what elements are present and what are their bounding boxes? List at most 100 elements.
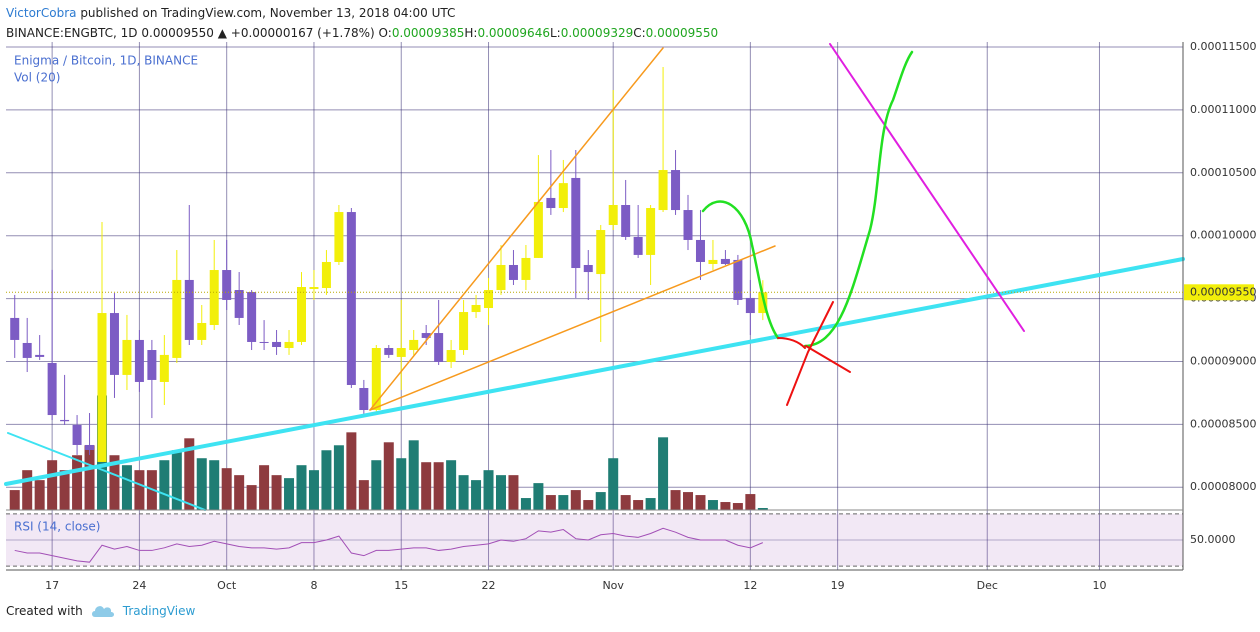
rsi-tick-label: 50.0000 (1190, 533, 1236, 546)
candle-body (745, 297, 755, 314)
candle-body (85, 444, 95, 451)
candle-body (334, 212, 344, 262)
volume-bar (595, 492, 606, 510)
volume-bar (271, 475, 282, 510)
x-tick-label: Dec (977, 579, 998, 592)
ohlc: O:0.00009385H:0.00009646L:0.00009329C:0.… (379, 26, 719, 40)
candle-body (109, 313, 119, 375)
ohlc-key: H: (464, 26, 478, 40)
candle-body (10, 317, 20, 340)
ohlc-key: C: (633, 26, 646, 40)
candle-body (496, 264, 506, 291)
candle-body (608, 205, 618, 225)
resistance-line (829, 43, 1025, 332)
trend-line (7, 432, 206, 511)
quote-line: BINANCE:ENGBTC, 1D 0.00009550 ▲ +0.00000… (6, 23, 718, 43)
volume-bar (545, 495, 556, 510)
candle-body (583, 264, 593, 273)
y-tick-label: 0.00008000 (1190, 480, 1256, 493)
volume-bar (196, 458, 207, 510)
rsi (6, 513, 1183, 567)
drawings (4, 43, 1185, 511)
candle-body (284, 341, 294, 349)
candle-body (533, 201, 543, 258)
candle-body (197, 322, 207, 340)
axes (6, 42, 1184, 571)
header: VictorCobra published on TradingView.com… (6, 3, 718, 43)
x-tick-label: 8 (310, 579, 317, 592)
candle-body (671, 170, 681, 211)
ohlc-value: 0.00009646 (477, 26, 550, 40)
y-tick-label: 0.00010500 (1190, 166, 1256, 179)
volume-bar (121, 465, 132, 510)
volume-bar (583, 500, 594, 510)
cross-mark (786, 301, 834, 406)
author[interactable]: VictorCobra (6, 6, 77, 20)
candle-body (321, 261, 331, 289)
cross-mark (805, 345, 851, 373)
candle-body (60, 419, 70, 422)
candle-body (47, 362, 57, 416)
volume-bar (683, 492, 694, 510)
x-tick-label: 15 (394, 579, 408, 592)
candle-body (122, 339, 132, 375)
candle-body (683, 210, 693, 240)
candle-body (272, 341, 282, 347)
candle-body (222, 270, 232, 300)
candle-body (521, 257, 531, 280)
volume-bar (421, 462, 432, 510)
volume-bar (695, 495, 706, 510)
symbol: BINANCE:ENGBTC, 1D (6, 26, 138, 40)
volume-bar (383, 442, 394, 510)
volume-bar (321, 450, 332, 510)
rsi-band (6, 513, 1183, 567)
volume-bar (433, 462, 444, 510)
wedge-upper (369, 47, 664, 411)
y-tick-label: 0.00011000 (1190, 103, 1256, 116)
x-tick-label: 19 (831, 579, 845, 592)
candle-body (72, 424, 82, 445)
candle-body (159, 354, 169, 382)
candle-body (733, 259, 743, 300)
volume-bar (757, 508, 768, 510)
candle-body (658, 170, 668, 211)
volume-bar (558, 495, 569, 510)
candle-body (621, 205, 631, 237)
candle-body (646, 208, 656, 255)
x-tick-label: 24 (132, 579, 146, 592)
volume-bar (520, 498, 531, 510)
volume-bar (59, 470, 70, 510)
rsi-line (14, 527, 764, 563)
volume-bar (72, 455, 83, 510)
volume-bar (296, 465, 307, 510)
candle-body (633, 236, 643, 255)
candle-body (546, 197, 556, 209)
published: published on TradingView.com, November 1… (80, 6, 456, 20)
volume-bar (620, 495, 631, 510)
candle-body (558, 183, 568, 209)
y-tick-label: 0.00011500 (1190, 40, 1256, 53)
candle-body (247, 292, 257, 342)
volume-bar (508, 475, 519, 510)
volume-bar (308, 470, 319, 510)
volume-bar (645, 498, 656, 510)
candle-body (209, 270, 219, 325)
projection (701, 200, 780, 340)
volume-bar (633, 500, 644, 510)
candle-body (346, 212, 356, 385)
candle-body (309, 287, 319, 290)
volume-bar (221, 468, 232, 510)
grid (6, 42, 1183, 570)
ohlc-key: L: (549, 26, 561, 40)
projection (803, 50, 914, 348)
candle-body (134, 339, 144, 382)
candle-body (421, 333, 431, 338)
publish-line: VictorCobra published on TradingView.com… (6, 3, 718, 23)
brand[interactable]: TradingView (122, 604, 196, 618)
volume-bar (184, 438, 195, 510)
candle-body (184, 279, 194, 340)
candle-body (571, 177, 581, 269)
volume-bar (670, 490, 681, 510)
x-tick-label: 12 (743, 579, 757, 592)
ohlc-key: O: (378, 26, 392, 40)
